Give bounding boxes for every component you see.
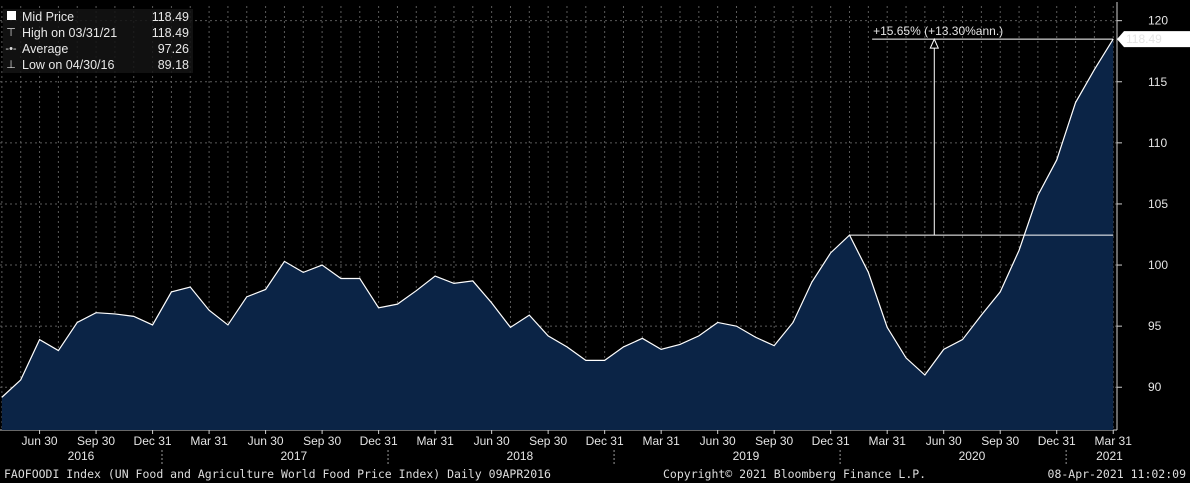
legend-item-high: ⊤ High on 03/31/21 118.49	[3, 25, 193, 41]
series-line	[1, 38, 1114, 398]
x-axis: Jun 30 Sep 30 Dec 31 Mar 31 Jun 30 Sep 30 Dec …	[22, 430, 1133, 464]
x-tick-label: Jun 30	[700, 434, 736, 448]
x-tick-label: Dec 31	[1038, 434, 1076, 448]
x-tick-label: Sep 30	[303, 434, 341, 448]
y-tick-label: 115	[1148, 75, 1167, 89]
x-year-label: 2019	[733, 449, 760, 463]
square-swatch-icon	[3, 9, 19, 25]
low-tick-icon: ⊥	[6, 59, 16, 71]
footer-security-description: FAOFOODI Index (UN Food and Agriculture …	[4, 467, 551, 481]
y-tick-label: 105	[1148, 197, 1168, 211]
x-tick-label: Mar 31	[642, 434, 680, 448]
x-year-label: 2020	[959, 449, 986, 463]
y-tick-label: 100	[1148, 258, 1168, 272]
annotation-arrow-head	[929, 37, 940, 49]
footer-timestamp: 08-Apr-2021 11:02:09	[1047, 467, 1186, 481]
change-annotation: +15.65% (+13.30%ann.)	[849, 24, 1114, 236]
x-year-label: 2018	[507, 449, 534, 463]
x-tick-label: Sep 30	[981, 434, 1019, 448]
last-price-label: 118.49	[1117, 31, 1190, 48]
grid-lines	[0, 2, 1118, 431]
y-tick-label: 95	[1148, 319, 1162, 333]
x-tick-label: Dec 31	[586, 434, 624, 448]
x-tick-label: Mar 31	[416, 434, 454, 448]
x-tick-label: Sep 30	[755, 434, 793, 448]
y-tick-label: 120	[1148, 14, 1168, 28]
x-year-label: 2016	[68, 449, 95, 463]
y-axis: 90 95 100 105 110 115 120	[1117, 14, 1168, 394]
x-tick-label: Mar 31	[190, 434, 228, 448]
legend: Mid Price 118.49 ⊤ High on 03/31/21 118.…	[3, 9, 193, 73]
x-tick-label: Dec 31	[360, 434, 398, 448]
x-tick-label: Mar 31	[869, 434, 907, 448]
x-tick-label: Sep 30	[77, 434, 115, 448]
y-tick-label: 90	[1148, 380, 1162, 394]
last-price-value: 118.49	[1126, 32, 1162, 46]
x-tick-label: Jun 30	[22, 434, 58, 448]
x-tick-label: Jun 30	[248, 434, 284, 448]
x-year-label: 2017	[280, 449, 307, 463]
y-tick-label: 110	[1148, 136, 1167, 150]
x-tick-label: Sep 30	[529, 434, 567, 448]
x-year-label: 2021	[1096, 449, 1123, 463]
dash-dot-icon: -•-	[5, 43, 17, 55]
series-area	[1, 39, 1114, 430]
x-tick-label: Dec 31	[812, 434, 850, 448]
x-tick-label: Mar 31	[1095, 434, 1133, 448]
footer-copyright: Copyright© 2021 Bloomberg Finance L.P.	[663, 467, 927, 481]
x-tick-label: Jun 30	[926, 434, 962, 448]
x-tick-label: Jun 30	[474, 434, 510, 448]
high-tick-icon: ⊤	[6, 27, 16, 39]
x-tick-label: Dec 31	[134, 434, 172, 448]
legend-item-mid-price[interactable]: Mid Price 118.49	[3, 9, 193, 25]
legend-item-average: -•- Average 97.26	[3, 41, 193, 57]
legend-item-low: ⊥ Low on 04/30/16 89.18	[3, 57, 193, 73]
annotation-text: +15.65% (+13.30%ann.)	[873, 24, 1003, 38]
